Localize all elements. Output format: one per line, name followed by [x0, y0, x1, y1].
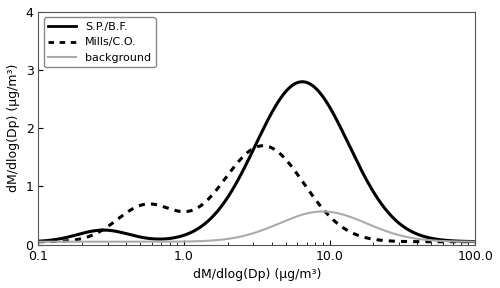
S.P./B.F.: [36, 239, 42, 243]
background: [394, 233, 400, 236]
Mills/C.O.: [260, 144, 266, 147]
S.P./B.F.: [472, 240, 478, 243]
S.P./B.F.: [243, 163, 249, 167]
S.P./B.F.: [296, 81, 302, 84]
background: [296, 214, 302, 218]
Mills/C.O.: [243, 152, 249, 156]
Line: S.P./B.F.: S.P./B.F.: [38, 82, 475, 242]
Mills/C.O.: [246, 150, 252, 154]
Line: background: background: [38, 211, 475, 242]
Mills/C.O.: [272, 148, 278, 152]
Mills/C.O.: [394, 240, 400, 243]
S.P./B.F.: [394, 220, 400, 223]
background: [246, 233, 252, 236]
S.P./B.F.: [272, 106, 278, 109]
background: [272, 223, 278, 227]
Mills/C.O.: [472, 240, 478, 243]
background: [462, 240, 468, 243]
X-axis label: dM/dlog(Dp) (μg/m³): dM/dlog(Dp) (μg/m³): [192, 268, 321, 281]
Mills/C.O.: [36, 240, 42, 243]
Mills/C.O.: [296, 175, 302, 179]
S.P./B.F.: [246, 158, 252, 162]
background: [36, 240, 42, 243]
background: [243, 234, 249, 237]
background: [472, 240, 478, 243]
Line: Mills/C.O.: Mills/C.O.: [38, 146, 475, 242]
Y-axis label: dM/dlog(Dp) (μg/m³): dM/dlog(Dp) (μg/m³): [7, 64, 20, 192]
S.P./B.F.: [462, 240, 468, 243]
Mills/C.O.: [462, 240, 468, 243]
Legend: S.P./B.F., Mills/C.O., background: S.P./B.F., Mills/C.O., background: [44, 18, 156, 67]
background: [320, 210, 326, 213]
S.P./B.F.: [300, 80, 306, 84]
